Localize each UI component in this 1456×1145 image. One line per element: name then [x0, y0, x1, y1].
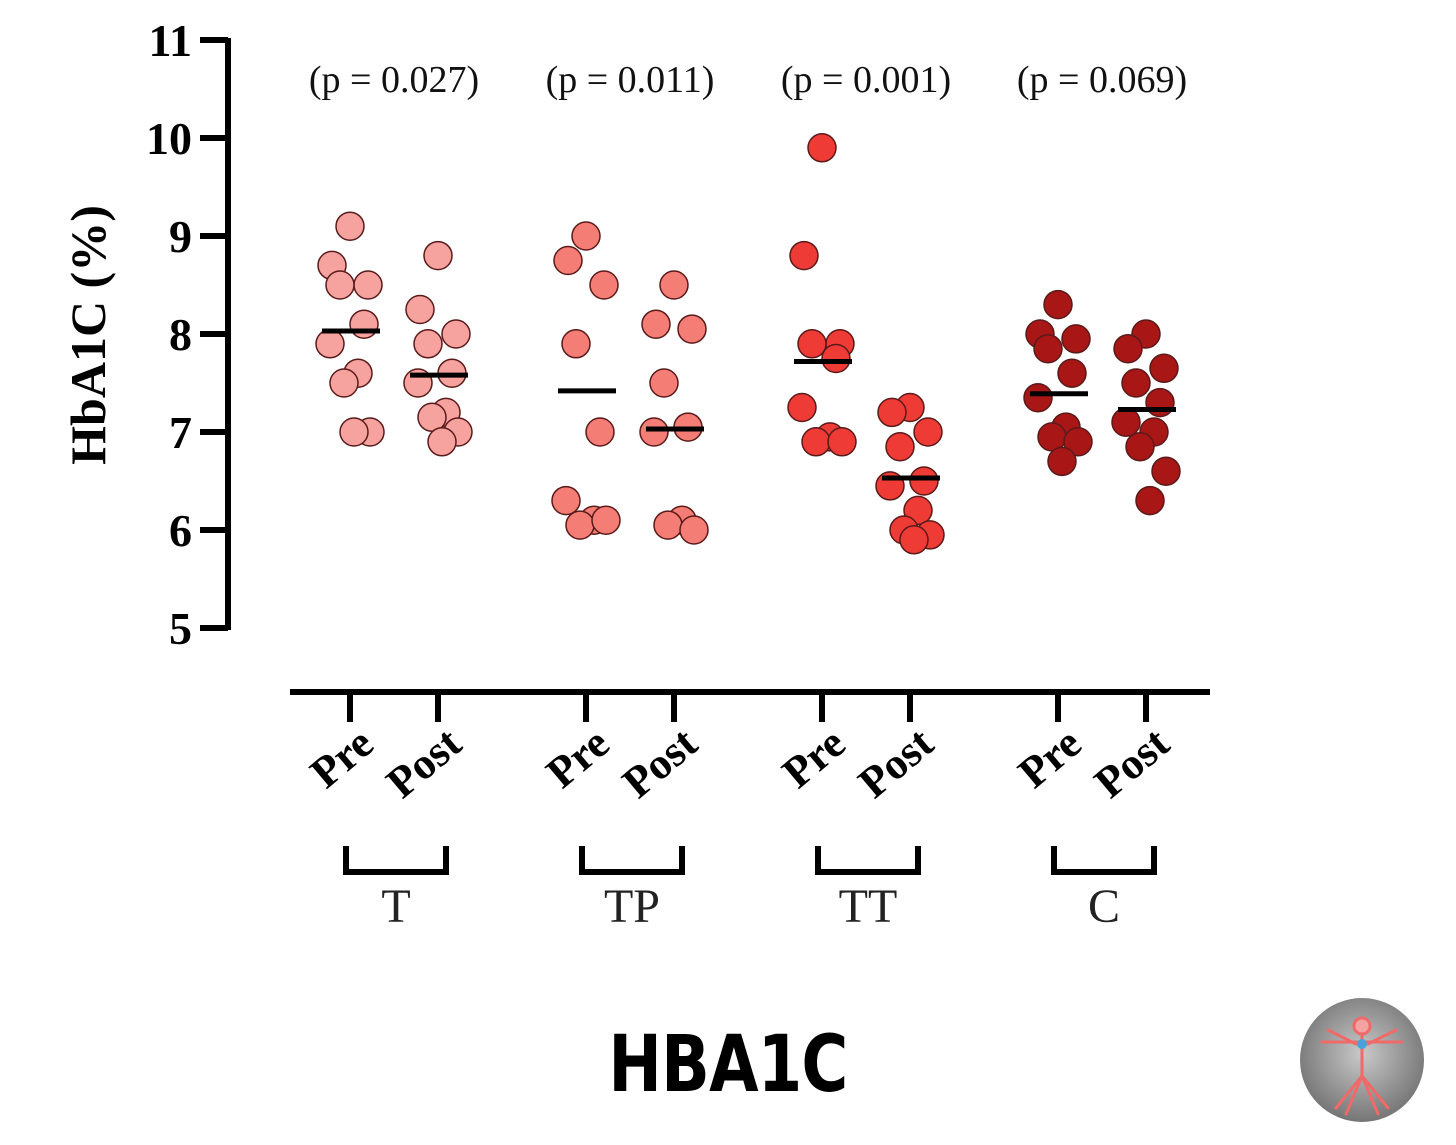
data-point [413, 329, 443, 359]
data-point [589, 270, 619, 300]
data-point [1023, 382, 1053, 413]
group-labels: T TP TT C [343, 846, 1157, 933]
data-point [405, 294, 435, 325]
data-point [801, 427, 831, 457]
condition-label: Pre [773, 718, 854, 797]
data-point [641, 309, 671, 339]
condition-label: Pre [1009, 718, 1090, 797]
data-point [441, 319, 471, 349]
group-bracket [579, 846, 685, 875]
group-label: TT [839, 880, 898, 933]
data-point [821, 343, 851, 374]
y-tick-label: 10 [146, 113, 192, 164]
data-point [591, 505, 621, 535]
data-point [1061, 324, 1091, 354]
data-point [787, 392, 817, 423]
y-tick-label: 7 [169, 407, 192, 458]
data-point [1125, 431, 1155, 462]
data-point [807, 133, 837, 163]
data-point [1121, 368, 1151, 398]
data-point [1151, 456, 1181, 486]
p-value-label: (p = 0.027) [309, 59, 479, 101]
data-points [315, 133, 1181, 555]
data-point [1047, 446, 1077, 477]
condition-label: Post [849, 718, 943, 808]
data-point [1149, 353, 1179, 384]
data-point [353, 270, 383, 300]
data-point [427, 427, 457, 457]
data-point [329, 368, 359, 398]
group-bracket [343, 846, 449, 875]
data-point [827, 427, 857, 457]
data-point [1063, 427, 1093, 457]
y-axis-label: HbA1C (%) [60, 205, 116, 465]
data-point [877, 397, 907, 428]
data-point [909, 466, 939, 496]
p-value-label: (p = 0.001) [781, 59, 951, 101]
data-point [913, 417, 943, 447]
group-bracket [815, 846, 921, 875]
data-point [899, 525, 929, 555]
data-point [349, 309, 379, 339]
data-point [565, 510, 595, 540]
data-point [659, 270, 689, 300]
condition-label: Pre [537, 718, 618, 797]
data-point [885, 431, 915, 462]
y-tick-label: 11 [149, 15, 192, 66]
data-point [797, 329, 827, 359]
data-point [585, 417, 615, 447]
y-tick-label: 8 [169, 309, 192, 360]
condition-label: Pre [301, 718, 382, 797]
data-point [677, 314, 707, 344]
page-title: HBA1C [608, 1020, 848, 1110]
data-point [649, 368, 679, 398]
y-tick-label: 9 [169, 211, 192, 262]
data-point [561, 329, 591, 359]
p-value-labels: (p = 0.027) (p = 0.011) (p = 0.001) (p = 0.… [309, 59, 1187, 101]
group-label: C [1088, 880, 1120, 933]
data-point [1111, 407, 1141, 437]
data-point [679, 515, 709, 545]
data-point [339, 417, 369, 447]
condition-label: Post [613, 718, 707, 808]
data-point [1033, 333, 1063, 364]
mean-lines [322, 328, 1176, 481]
p-value-label: (p = 0.069) [1017, 59, 1187, 101]
group-bracket [1051, 846, 1157, 875]
data-point [335, 211, 365, 241]
p-value-label: (p = 0.011) [546, 59, 715, 101]
data-point [1113, 333, 1143, 364]
y-tick-label: 6 [169, 505, 192, 556]
group-label: TP [604, 880, 660, 933]
data-point [1135, 485, 1165, 516]
group-label: T [381, 880, 410, 933]
vitruvian-man-icon [1298, 996, 1426, 1124]
y-axis: 5 6 7 8 9 10 11 [146, 15, 231, 654]
data-point [1043, 289, 1073, 320]
data-point [571, 221, 601, 251]
data-point [1145, 387, 1175, 418]
data-point [551, 485, 581, 516]
data-point [1057, 358, 1087, 388]
data-point [639, 417, 669, 447]
condition-label: Post [377, 718, 471, 808]
data-point [423, 240, 453, 271]
data-point [315, 329, 345, 359]
data-point [325, 270, 355, 300]
y-tick-label: 5 [169, 603, 192, 654]
condition-label: Post [1085, 718, 1179, 808]
data-point [789, 240, 819, 271]
data-point [653, 510, 683, 540]
data-point [553, 245, 583, 276]
